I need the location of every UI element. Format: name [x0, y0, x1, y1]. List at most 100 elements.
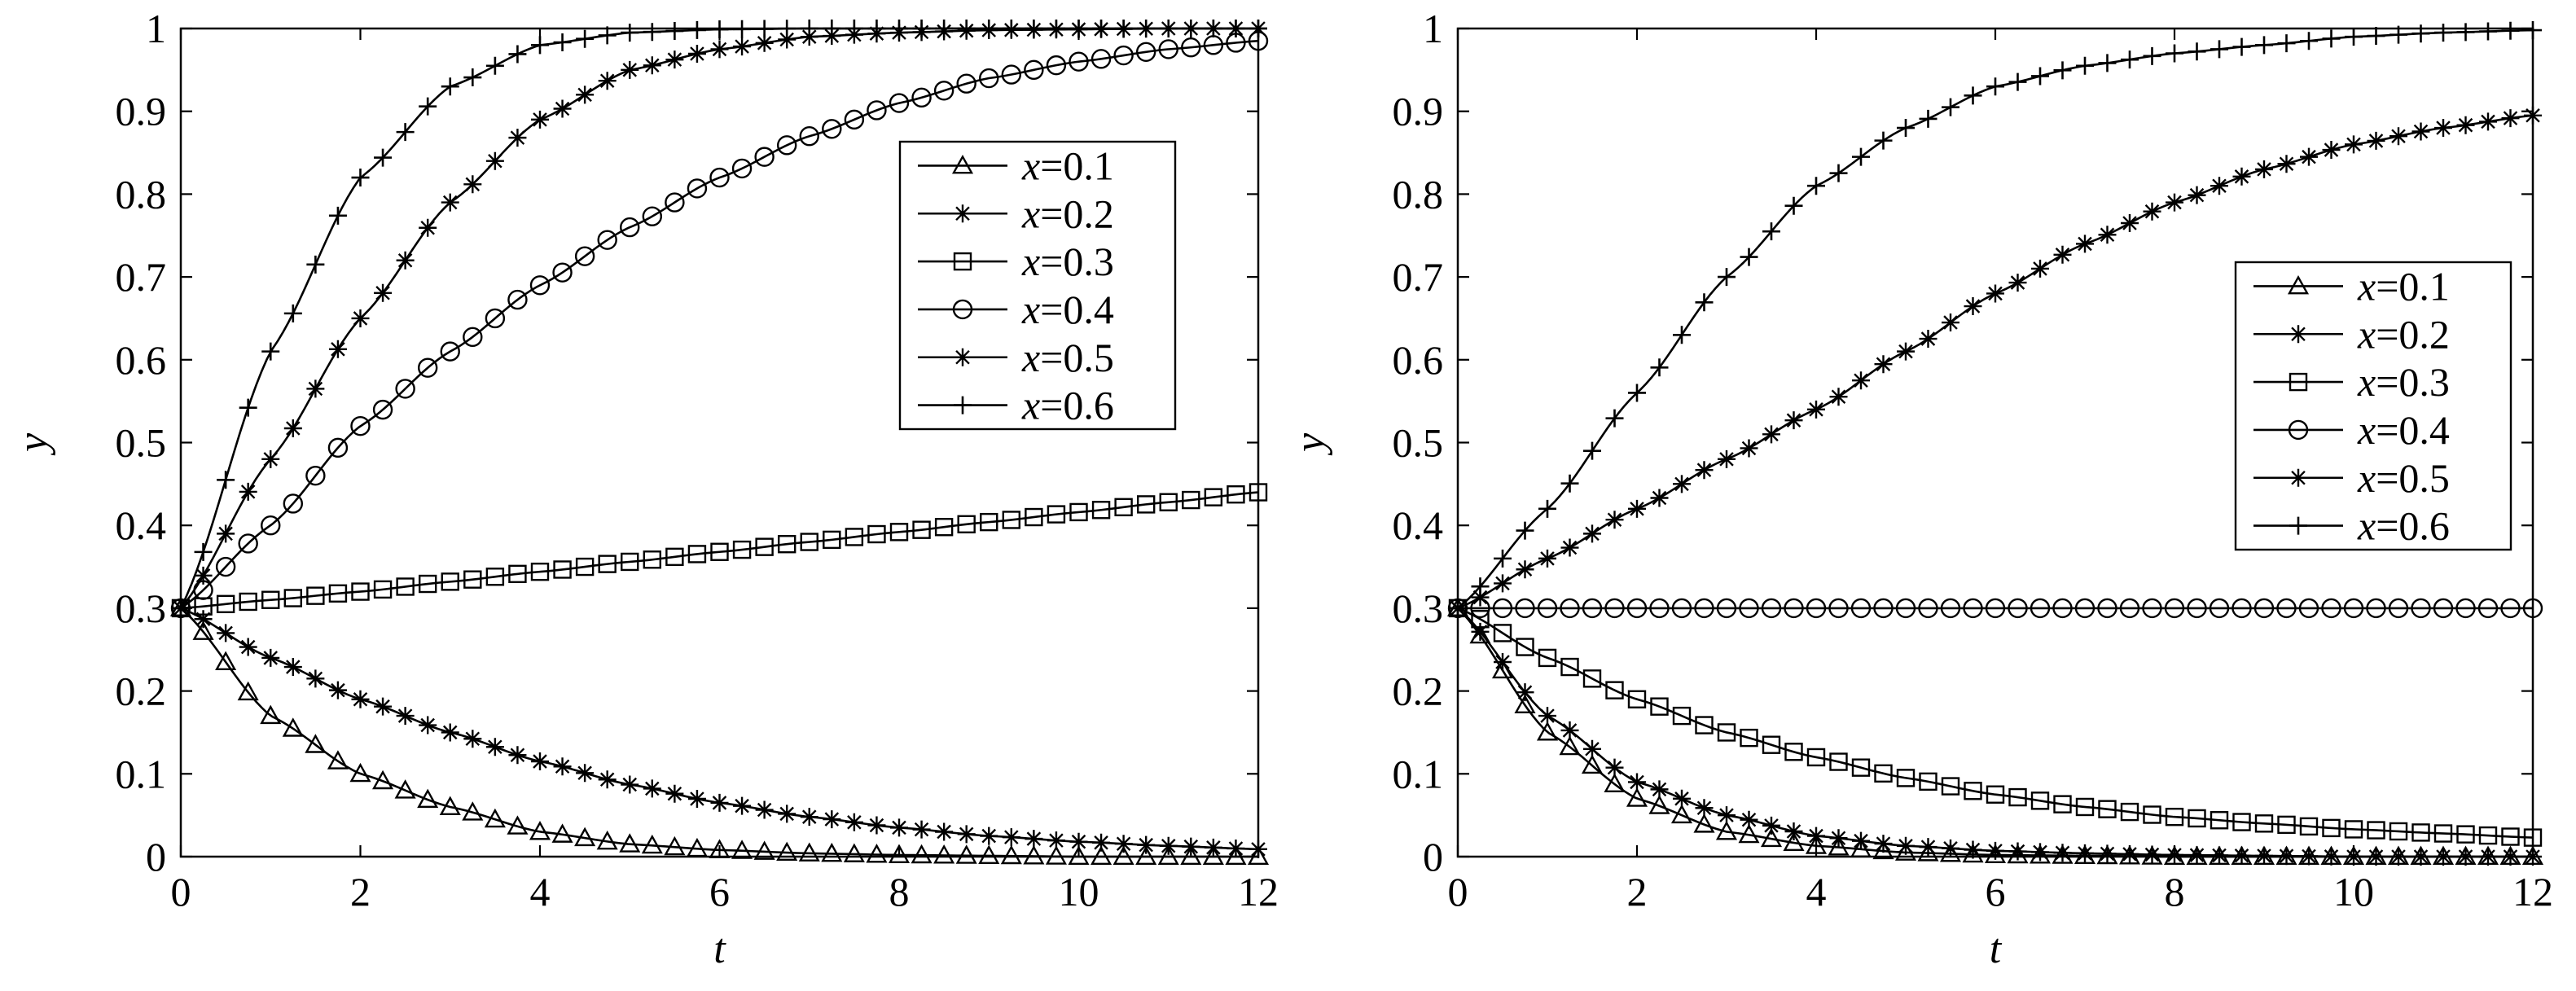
legend: x=0.1x=0.2x=0.3x=0.4x=0.5x=0.6	[898, 140, 1177, 431]
data-point	[1942, 314, 1959, 332]
data-point	[2276, 598, 2297, 619]
data-point	[239, 482, 257, 501]
data-point	[799, 126, 819, 147]
data-point	[237, 681, 259, 701]
data-point	[1137, 835, 1156, 854]
data-point	[1762, 735, 1781, 754]
data-point	[1805, 835, 1828, 854]
data-point	[2076, 844, 2094, 862]
data-point	[2367, 848, 2385, 866]
series-x-0-4	[170, 31, 1269, 619]
data-point	[777, 535, 796, 554]
data-point	[1829, 388, 1848, 406]
data-point	[1159, 836, 1178, 855]
data-point	[597, 230, 617, 250]
data-point	[1942, 98, 1959, 116]
data-point	[2501, 109, 2520, 128]
data-point	[529, 821, 551, 840]
data-point	[1783, 831, 1805, 851]
data-point	[843, 843, 865, 862]
data-point	[2344, 820, 2363, 839]
x-tick-label: 2	[350, 869, 371, 914]
data-point	[2456, 848, 2475, 866]
data-point	[2210, 40, 2228, 59]
data-point	[2098, 844, 2117, 863]
series-line	[180, 607, 1259, 851]
data-point	[755, 800, 774, 819]
data-point	[731, 840, 753, 859]
data-point	[1000, 844, 1022, 865]
data-point	[823, 810, 841, 829]
data-point	[508, 45, 527, 64]
data-point	[419, 218, 437, 237]
data-point	[1852, 147, 1870, 166]
data-point	[1874, 764, 1893, 783]
data-point	[933, 81, 954, 101]
data-point	[1650, 697, 1669, 716]
data-point	[1581, 754, 1604, 774]
data-point	[845, 20, 863, 37]
data-point	[441, 77, 459, 96]
y-tick-label: 0	[1423, 834, 1443, 879]
data-point	[1158, 39, 1178, 59]
data-point	[462, 801, 484, 821]
data-point	[1025, 20, 1043, 37]
data-point	[709, 839, 731, 858]
data-point	[2188, 846, 2206, 865]
data-point	[1986, 785, 2005, 804]
data-point	[2277, 847, 2296, 866]
data-point	[621, 24, 639, 42]
data-point	[1136, 495, 1156, 514]
data-point	[911, 844, 933, 864]
data-point	[800, 533, 818, 551]
data-point	[192, 620, 214, 640]
data-point	[2434, 119, 2452, 138]
data-point	[2076, 56, 2094, 75]
data-point	[596, 830, 618, 850]
data-point	[935, 822, 954, 841]
data-point	[778, 30, 796, 49]
data-point	[2411, 24, 2430, 43]
data-point	[1964, 840, 1982, 859]
legend-marker	[954, 396, 972, 414]
data-point	[889, 93, 910, 113]
data-point	[1113, 45, 1134, 66]
data-point	[867, 20, 886, 37]
data-point	[1538, 549, 1556, 568]
legend-label: x=0.6	[1021, 383, 1114, 428]
data-point	[2210, 177, 2228, 195]
data-point	[1850, 598, 1872, 619]
data-point	[239, 592, 257, 612]
data-point	[1941, 777, 1960, 796]
data-point	[1897, 119, 1915, 138]
data-point	[396, 251, 415, 270]
data-point	[2232, 37, 2251, 56]
data-point	[643, 56, 661, 75]
data-point	[2053, 795, 2072, 813]
data-point	[508, 129, 527, 147]
y-tick-label: 0.5	[116, 420, 167, 466]
chart-panel-2: 0 2 4 6 8 10 12 0 0.1 0.2 0.3 0.4 0.5 0.6 0.7 0.8 0.9 1 t y…	[1287, 6, 2553, 972]
data-point	[1807, 177, 1825, 195]
data-point	[2030, 598, 2051, 619]
data-point	[1604, 598, 1625, 619]
data-point	[1516, 521, 1534, 540]
data-point	[1874, 835, 1893, 853]
data-point	[485, 308, 506, 329]
data-point	[2120, 802, 2139, 822]
data-point	[1919, 772, 1937, 791]
chart-panel-1: 0 2 4 6 8 10 12 0 0.1 0.2 0.3 0.4 0.5 0.6 0.7 0.8 0.9 1 t y…	[10, 6, 1279, 972]
data-point	[2187, 598, 2207, 619]
data-point	[733, 20, 752, 38]
data-point	[2031, 67, 2049, 86]
data-point	[418, 574, 437, 594]
data-point	[1673, 326, 1691, 344]
data-point	[2118, 845, 2141, 865]
data-point	[463, 68, 482, 87]
data-point	[485, 568, 505, 586]
data-point	[1807, 827, 1825, 845]
data-point	[1538, 648, 1557, 668]
data-point	[328, 206, 347, 225]
data-point	[598, 555, 617, 573]
data-point	[1091, 49, 1112, 69]
